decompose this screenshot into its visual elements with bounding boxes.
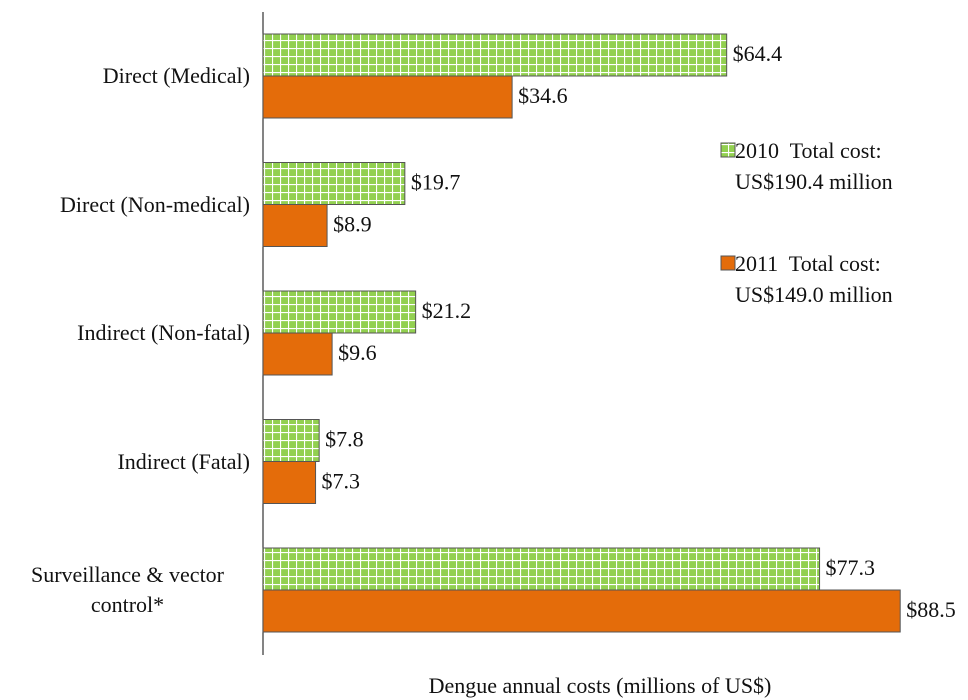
value-label: $7.8	[325, 427, 364, 452]
value-label: $9.6	[338, 340, 377, 365]
value-label: $34.6	[518, 83, 568, 108]
legend-note: Total cost: US$149.0 million	[735, 251, 893, 307]
legend-name: 2011	[735, 251, 779, 276]
category-text: Surveillance & vector control*	[30, 562, 225, 617]
legend-note: Total cost: US$190.4 million	[735, 138, 893, 194]
legend-swatch	[720, 142, 736, 158]
category-label: Indirect (Fatal)	[0, 447, 250, 477]
bar	[262, 33, 728, 77]
legend-entry: 2010 Total cost: US$190.4 million	[735, 135, 957, 197]
bar	[262, 290, 417, 334]
value-label: $7.3	[322, 469, 361, 494]
value-label: $8.9	[333, 212, 372, 237]
bar	[262, 332, 333, 376]
bar	[262, 589, 901, 633]
value-label: $64.4	[733, 41, 783, 66]
category-label: Indirect (Non-fatal)	[0, 318, 250, 348]
bar	[262, 162, 406, 205]
value-label: $21.2	[422, 298, 472, 323]
value-label: $19.7	[411, 170, 461, 195]
bar	[262, 204, 328, 247]
category-text: Indirect (Non-fatal)	[77, 320, 250, 345]
legend-swatch	[720, 255, 736, 271]
category-label: Direct (Non-medical)	[0, 190, 250, 220]
bar	[262, 461, 317, 504]
category-label: Direct (Medical)	[0, 61, 250, 91]
category-text: Direct (Medical)	[102, 63, 250, 88]
legend-entry: 2011 Total cost: US$149.0 million	[735, 248, 957, 310]
category-label: Surveillance & vector control*	[0, 560, 250, 620]
legend-name: 2010	[735, 138, 779, 163]
category-text: Indirect (Fatal)	[117, 448, 250, 474]
bar	[262, 419, 320, 462]
x-axis-label: Dengue annual costs (millions of US$)	[429, 673, 772, 698]
value-label: $77.3	[826, 555, 876, 580]
bar	[262, 75, 513, 119]
value-label: $88.5	[906, 597, 956, 622]
category-text: Direct (Non-medical)	[60, 191, 250, 217]
bar	[262, 547, 821, 591]
